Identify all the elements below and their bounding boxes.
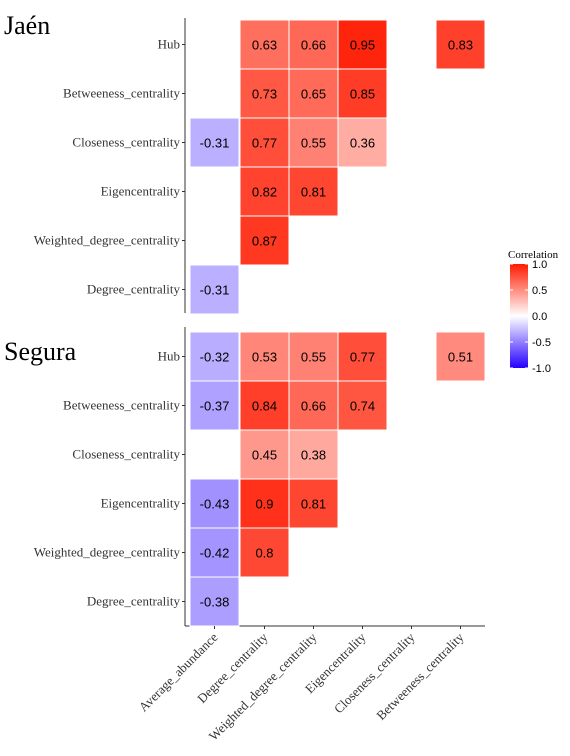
y-tick-label-eigencentrality: Eigencentrality <box>101 496 181 511</box>
panel-title: Jaén <box>4 11 50 40</box>
panel-title: Segura <box>4 337 77 366</box>
heatmap-cell <box>337 68 388 119</box>
y-tick-label-closeness-centrality: Closeness_centrality <box>72 447 180 462</box>
panel-segura: Segura Hub Betweeness_centrality Closeness_… <box>4 327 486 627</box>
heatmap-cell <box>189 380 240 431</box>
cell-value-label: 0.84 <box>252 399 277 414</box>
heatmap-cell <box>288 166 339 217</box>
cell-value-label: 0.55 <box>301 350 326 365</box>
cell-value-label: -0.42 <box>200 546 230 561</box>
y-tick-label-eigencentrality: Eigencentrality <box>101 184 181 199</box>
cell-value-label: 0.74 <box>350 399 375 414</box>
y-tick-label-betweeness-centrality: Betweeness_centrality <box>63 86 180 101</box>
cell-value-label: 0.55 <box>301 136 326 151</box>
y-tick-label-weighted-degree-centrality: Weighted_degree_centrality <box>34 545 181 560</box>
legend-colorbar <box>510 264 528 368</box>
cell-value-label: 0.63 <box>252 38 277 53</box>
cell-value-label: 0.87 <box>252 234 277 249</box>
cell-value-label: 0.38 <box>301 448 326 463</box>
y-tick-label-degree-centrality: Degree_centrality <box>87 282 181 297</box>
heatmap-cell <box>189 576 240 627</box>
cell-value-label: -0.31 <box>200 283 230 298</box>
cell-value-label: -0.31 <box>200 136 230 151</box>
cell-value-label: -0.38 <box>200 595 230 610</box>
y-tick-label-betweeness-centrality: Betweeness_centrality <box>63 398 180 413</box>
cell-value-label: 0.65 <box>301 87 326 102</box>
cell-value-label: 0.66 <box>301 38 326 53</box>
cell-value-label: 0.36 <box>350 136 375 151</box>
heatmap-cell <box>239 331 290 382</box>
heatmap-cell <box>288 380 339 431</box>
cell-value-label: 0.81 <box>301 185 326 200</box>
cell-value-label: 0.81 <box>301 497 326 512</box>
heatmap-cell <box>288 68 339 119</box>
cell-value-label: -0.37 <box>200 399 230 414</box>
cell-value-label: 0.9 <box>255 497 273 512</box>
cell-value-label: 0.45 <box>252 448 277 463</box>
legend-tick-label: 0.0 <box>532 311 547 323</box>
heatmap-cell <box>337 19 388 70</box>
heatmap-cell <box>239 478 290 529</box>
cell-value-label: -0.43 <box>200 497 230 512</box>
y-tick-label-degree-centrality: Degree_centrality <box>87 594 181 609</box>
heatmap-cell <box>337 117 388 168</box>
heatmap-cell <box>189 478 240 529</box>
heatmap-cell <box>239 527 290 578</box>
legend-tick-label: -0.5 <box>532 337 551 349</box>
heatmap-cell <box>189 264 240 315</box>
legend-tick-label: -1.0 <box>532 363 551 375</box>
cell-value-label: 0.51 <box>448 350 473 365</box>
y-tick-label-weighted-degree-centrality: Weighted_degree_centrality <box>34 233 181 248</box>
y-tick-label-closeness-centrality: Closeness_centrality <box>72 135 180 150</box>
heatmap-cell <box>288 19 339 70</box>
legend-title: Correlation <box>508 249 559 261</box>
heatmap-cell <box>288 429 339 480</box>
cell-value-label: 0.66 <box>301 399 326 414</box>
heatmap-cell <box>239 215 290 266</box>
heatmap-cell <box>435 19 486 70</box>
cell-value-label: 0.82 <box>252 185 277 200</box>
heatmap-cell <box>189 527 240 578</box>
cell-value-label: 0.53 <box>252 350 277 365</box>
heatmap-cell <box>337 331 388 382</box>
legend-tick-label: 0.5 <box>532 285 547 297</box>
y-tick-label-hub: Hub <box>158 37 180 52</box>
cell-value-label: 0.77 <box>350 350 375 365</box>
heatmap-cell <box>435 331 486 382</box>
legend-tick-label: 1.0 <box>532 259 547 271</box>
panel-ja-n: Jaén Hub Betweeness_centrality Closeness_ce… <box>4 11 486 315</box>
heatmap-cell <box>189 117 240 168</box>
cell-value-label: 0.73 <box>252 87 277 102</box>
heatmap-cell <box>239 68 290 119</box>
cell-value-label: 0.95 <box>350 38 375 53</box>
cell-value-label: 0.83 <box>448 38 473 53</box>
cell-value-label: 0.8 <box>255 546 273 561</box>
cell-value-label: 0.77 <box>252 136 277 151</box>
y-tick-label-hub: Hub <box>158 349 180 364</box>
x-tick-label-betweeness-centrality: Betweeness_centrality <box>373 629 467 723</box>
cell-value-label: -0.32 <box>200 350 230 365</box>
heatmap-cell <box>288 331 339 382</box>
cell-value-label: 0.85 <box>350 87 375 102</box>
heatmap-cell <box>288 478 339 529</box>
heatmap-cell <box>337 380 388 431</box>
